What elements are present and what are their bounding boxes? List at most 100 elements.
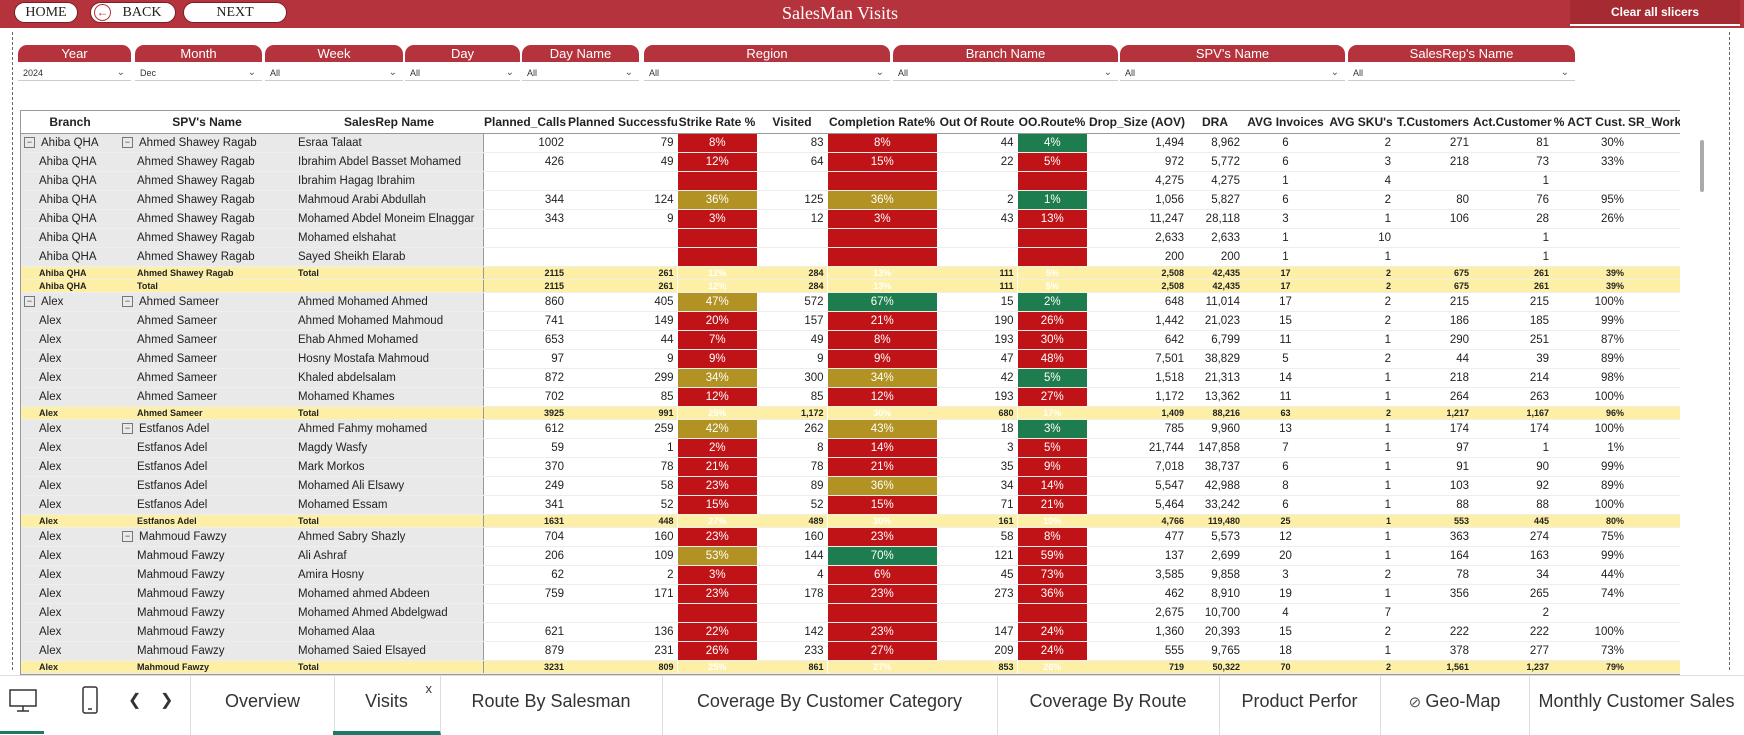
slicer-dropdown[interactable]: All ⌄ (893, 62, 1118, 81)
slicer-dropdown[interactable]: All ⌄ (265, 62, 403, 81)
column-header[interactable]: AVG SKU's (1328, 111, 1394, 134)
back-button[interactable]: ← BACK (90, 2, 176, 23)
clear-slicers-button[interactable]: Clear all slicers (1570, 0, 1740, 26)
collapse-icon[interactable]: − (122, 137, 133, 149)
chevron-down-icon[interactable]: ⌄ (505, 67, 514, 78)
slicer-spv-s-name[interactable]: SPV's Name All ⌄ (1120, 45, 1345, 81)
column-header[interactable]: T.Customers (1394, 111, 1472, 134)
chevron-down-icon[interactable]: ⌄ (1330, 67, 1339, 78)
slicer-dropdown[interactable]: All ⌄ (522, 62, 639, 81)
cell-value: 119,480 (1207, 516, 1240, 526)
table-cell: 1% (1016, 190, 1087, 210)
cell-value: Alex (39, 588, 62, 600)
chevron-down-icon[interactable]: ⌄ (875, 67, 884, 78)
tab-geo-map[interactable]: ⊘ Geo-Map (1380, 676, 1530, 735)
table-cell: 5 (1243, 349, 1328, 369)
column-header[interactable]: Drop_Size (AOV) (1087, 111, 1187, 134)
table-cell: Alex (21, 387, 119, 407)
column-header[interactable]: Completion Rate% (827, 111, 937, 134)
table-cell: 426 (482, 152, 567, 172)
tab-visits[interactable]: Visits x (333, 676, 441, 735)
column-header[interactable]: Strike Rate % (677, 111, 757, 134)
slicer-dropdown[interactable]: All ⌄ (405, 62, 520, 81)
table-cell: 13% (1016, 209, 1087, 229)
chevron-down-icon[interactable]: ⌄ (1560, 67, 1569, 78)
slicer-month[interactable]: Month Dec ⌄ (135, 45, 262, 81)
column-header[interactable]: Act.Customer (1472, 111, 1552, 134)
collapse-icon[interactable]: − (24, 296, 35, 308)
collapse-icon[interactable]: − (122, 423, 133, 435)
tab-monthly-customer-sales[interactable]: Monthly Customer Sales (1529, 676, 1744, 735)
tab-product-perfor[interactable]: Product Perfor (1219, 676, 1381, 735)
cell-value: 73% (1600, 645, 1624, 657)
tab-route-by-salesman[interactable]: Route By Salesman (440, 676, 663, 735)
tab-scroll-right-icon[interactable]: ❯ (160, 692, 174, 709)
column-header[interactable]: OO.Route% (1017, 111, 1087, 134)
slicer-dropdown[interactable]: All ⌄ (1348, 62, 1575, 81)
cell-value: 38,829 (1204, 353, 1240, 365)
table-cell: 642 (1087, 330, 1187, 350)
collapse-icon[interactable]: − (24, 137, 35, 149)
slicer-week[interactable]: Week All ⌄ (265, 45, 403, 81)
cell-value: 178 (804, 588, 824, 600)
cell-value: Estfanos Adel (137, 442, 208, 454)
column-header[interactable]: SalesRep Name (295, 111, 483, 134)
column-header[interactable]: Planned Successful (567, 111, 677, 134)
chevron-down-icon[interactable]: ⌄ (247, 67, 256, 78)
table-cell: 5,573 (1187, 527, 1243, 547)
tab-coverage-by-route[interactable]: Coverage By Route (997, 676, 1220, 735)
column-header[interactable]: Planned_Calls (483, 111, 567, 134)
tab-coverage-by-customer-category[interactable]: Coverage By Customer Category (662, 676, 998, 735)
column-header[interactable]: Visited (757, 111, 827, 134)
column-header[interactable]: Branch (21, 111, 119, 134)
column-header[interactable]: AVG Invoices (1243, 111, 1328, 134)
column-header[interactable]: SPV's Name (119, 111, 295, 134)
slicer-dropdown[interactable]: All ⌄ (1120, 62, 1345, 81)
table-cell: Khaled abdelsalam (295, 368, 483, 388)
vertical-scrollbar[interactable] (1700, 140, 1704, 192)
table-cell: 4,766 (1087, 514, 1187, 528)
table-cell: 160 (757, 527, 827, 547)
slicer-day[interactable]: Day All ⌄ (405, 45, 520, 81)
mobile-view-button[interactable] (70, 676, 110, 735)
slicer-dropdown[interactable]: Dec ⌄ (135, 62, 262, 81)
collapse-icon[interactable]: − (122, 531, 133, 543)
visits-matrix[interactable]: Branch SPV's Name SalesRep Name Planned_Cal… (20, 110, 1680, 675)
chevron-down-icon[interactable]: ⌄ (116, 67, 125, 78)
cell-value: 1 (1542, 232, 1549, 244)
cell-value: 124 (654, 194, 674, 206)
table-cell: 741 (482, 311, 567, 331)
slicer-dropdown[interactable]: 2024 ⌄ (18, 62, 131, 81)
collapse-icon[interactable]: − (122, 296, 133, 308)
tab-label: Overview (224, 691, 300, 711)
slicer-dropdown[interactable]: All ⌄ (644, 62, 890, 81)
desktop-view-button[interactable] (0, 676, 44, 734)
cell-value: 273 (994, 588, 1014, 600)
slicer-branch-name[interactable]: Branch Name All ⌄ (893, 45, 1118, 81)
slicer-day-name[interactable]: Day Name All ⌄ (522, 45, 639, 81)
close-tab-icon[interactable]: x (425, 681, 433, 696)
next-button[interactable]: NEXT (183, 2, 287, 23)
cell-value: 26% (705, 645, 729, 657)
cell-value: 1% (1043, 194, 1061, 206)
slicer-salesrep-s-name[interactable]: SalesRep's Name All ⌄ (1348, 45, 1575, 81)
home-button[interactable]: HOME (14, 2, 78, 23)
column-header[interactable]: DRA (1187, 111, 1243, 134)
column-header[interactable]: Out Of Route (937, 111, 1017, 134)
table-cell: 872 (482, 368, 567, 388)
table-cell: 163 (1472, 546, 1552, 566)
table-cell: 15 (937, 292, 1017, 312)
tab-scroll-left-icon[interactable]: ❮ (128, 692, 142, 709)
chevron-down-icon[interactable]: ⌄ (1103, 67, 1112, 78)
table-cell: 222 (1472, 622, 1552, 642)
column-header[interactable]: % ACT Cust. (1552, 111, 1627, 134)
chevron-down-icon[interactable]: ⌄ (388, 67, 397, 78)
slicer-year[interactable]: Year 2024 ⌄ (18, 45, 131, 81)
cell-value: Alex (39, 334, 62, 346)
table-cell: 3,585 (1087, 565, 1187, 585)
column-header[interactable]: SR_WorkDays (1627, 111, 1680, 134)
tab-overview[interactable]: Overview (190, 676, 335, 735)
chevron-down-icon[interactable]: ⌄ (624, 67, 633, 78)
cell-value: 5,547 (1155, 480, 1184, 492)
slicer-region[interactable]: Region All ⌄ (644, 45, 890, 81)
